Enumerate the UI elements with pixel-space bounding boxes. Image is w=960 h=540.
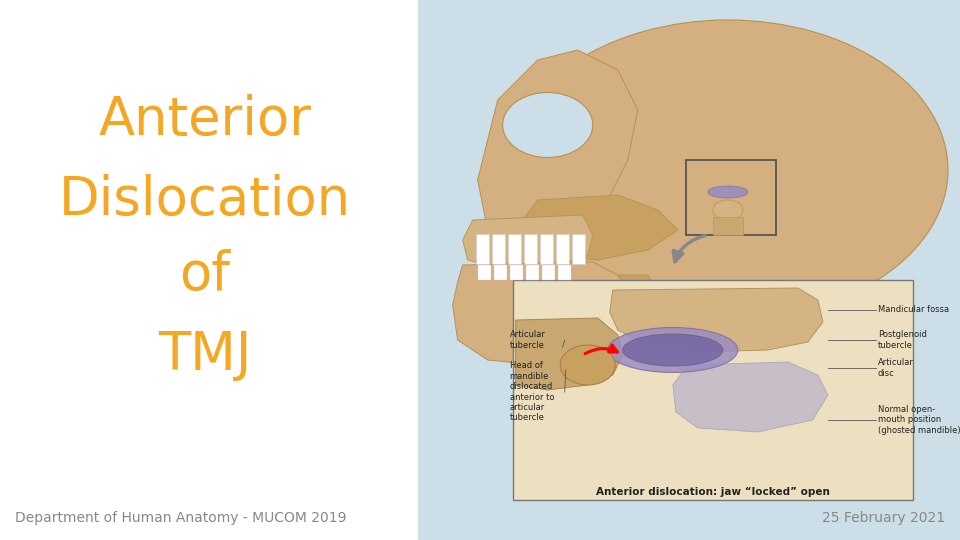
Text: Anterior dislocation: jaw “locked” open: Anterior dislocation: jaw “locked” open bbox=[596, 487, 829, 497]
Text: Postglenoid
tubercle: Postglenoid tubercle bbox=[878, 330, 926, 350]
Text: Mandicular fossa: Mandicular fossa bbox=[878, 306, 949, 314]
Bar bbox=[713, 217, 743, 235]
Text: Normal open-
mouth position
(ghosted mandible): Normal open- mouth position (ghosted man… bbox=[878, 405, 960, 435]
Ellipse shape bbox=[508, 20, 948, 320]
Bar bbox=[478, 265, 491, 280]
Bar bbox=[685, 160, 776, 235]
Ellipse shape bbox=[608, 327, 738, 373]
Bar bbox=[556, 234, 568, 264]
Ellipse shape bbox=[561, 345, 615, 385]
Polygon shape bbox=[516, 318, 623, 390]
Polygon shape bbox=[463, 215, 592, 268]
Bar bbox=[510, 265, 522, 280]
Bar bbox=[513, 280, 913, 500]
Polygon shape bbox=[478, 50, 637, 240]
Bar bbox=[492, 234, 505, 264]
Polygon shape bbox=[610, 288, 823, 352]
Text: Department of Human Anatomy - MUCOM 2019: Department of Human Anatomy - MUCOM 2019 bbox=[15, 511, 347, 525]
Text: 25 February 2021: 25 February 2021 bbox=[822, 511, 945, 525]
Ellipse shape bbox=[623, 334, 723, 366]
Bar bbox=[418, 0, 960, 540]
Bar bbox=[540, 234, 553, 264]
Bar bbox=[508, 234, 520, 264]
Text: TMJ: TMJ bbox=[158, 329, 252, 381]
Ellipse shape bbox=[713, 200, 743, 220]
Bar bbox=[493, 265, 507, 280]
Bar bbox=[541, 265, 555, 280]
Polygon shape bbox=[452, 262, 633, 365]
Polygon shape bbox=[608, 275, 683, 390]
Text: Articular
tubercle: Articular tubercle bbox=[510, 330, 545, 350]
Bar bbox=[526, 265, 539, 280]
Bar bbox=[523, 234, 537, 264]
Text: Articular
disc: Articular disc bbox=[878, 359, 914, 377]
Text: Anterior: Anterior bbox=[99, 94, 311, 146]
Bar bbox=[475, 234, 489, 264]
Text: Head of
mandible
dislocated
anterior to
articular
tubercle: Head of mandible dislocated anterior to … bbox=[510, 361, 554, 422]
Ellipse shape bbox=[503, 92, 592, 158]
Text: Dislocation: Dislocation bbox=[59, 174, 351, 226]
Bar bbox=[572, 234, 585, 264]
Bar bbox=[558, 265, 570, 280]
Ellipse shape bbox=[708, 186, 748, 198]
Polygon shape bbox=[673, 362, 828, 432]
Text: of: of bbox=[180, 249, 230, 301]
Polygon shape bbox=[522, 195, 678, 260]
